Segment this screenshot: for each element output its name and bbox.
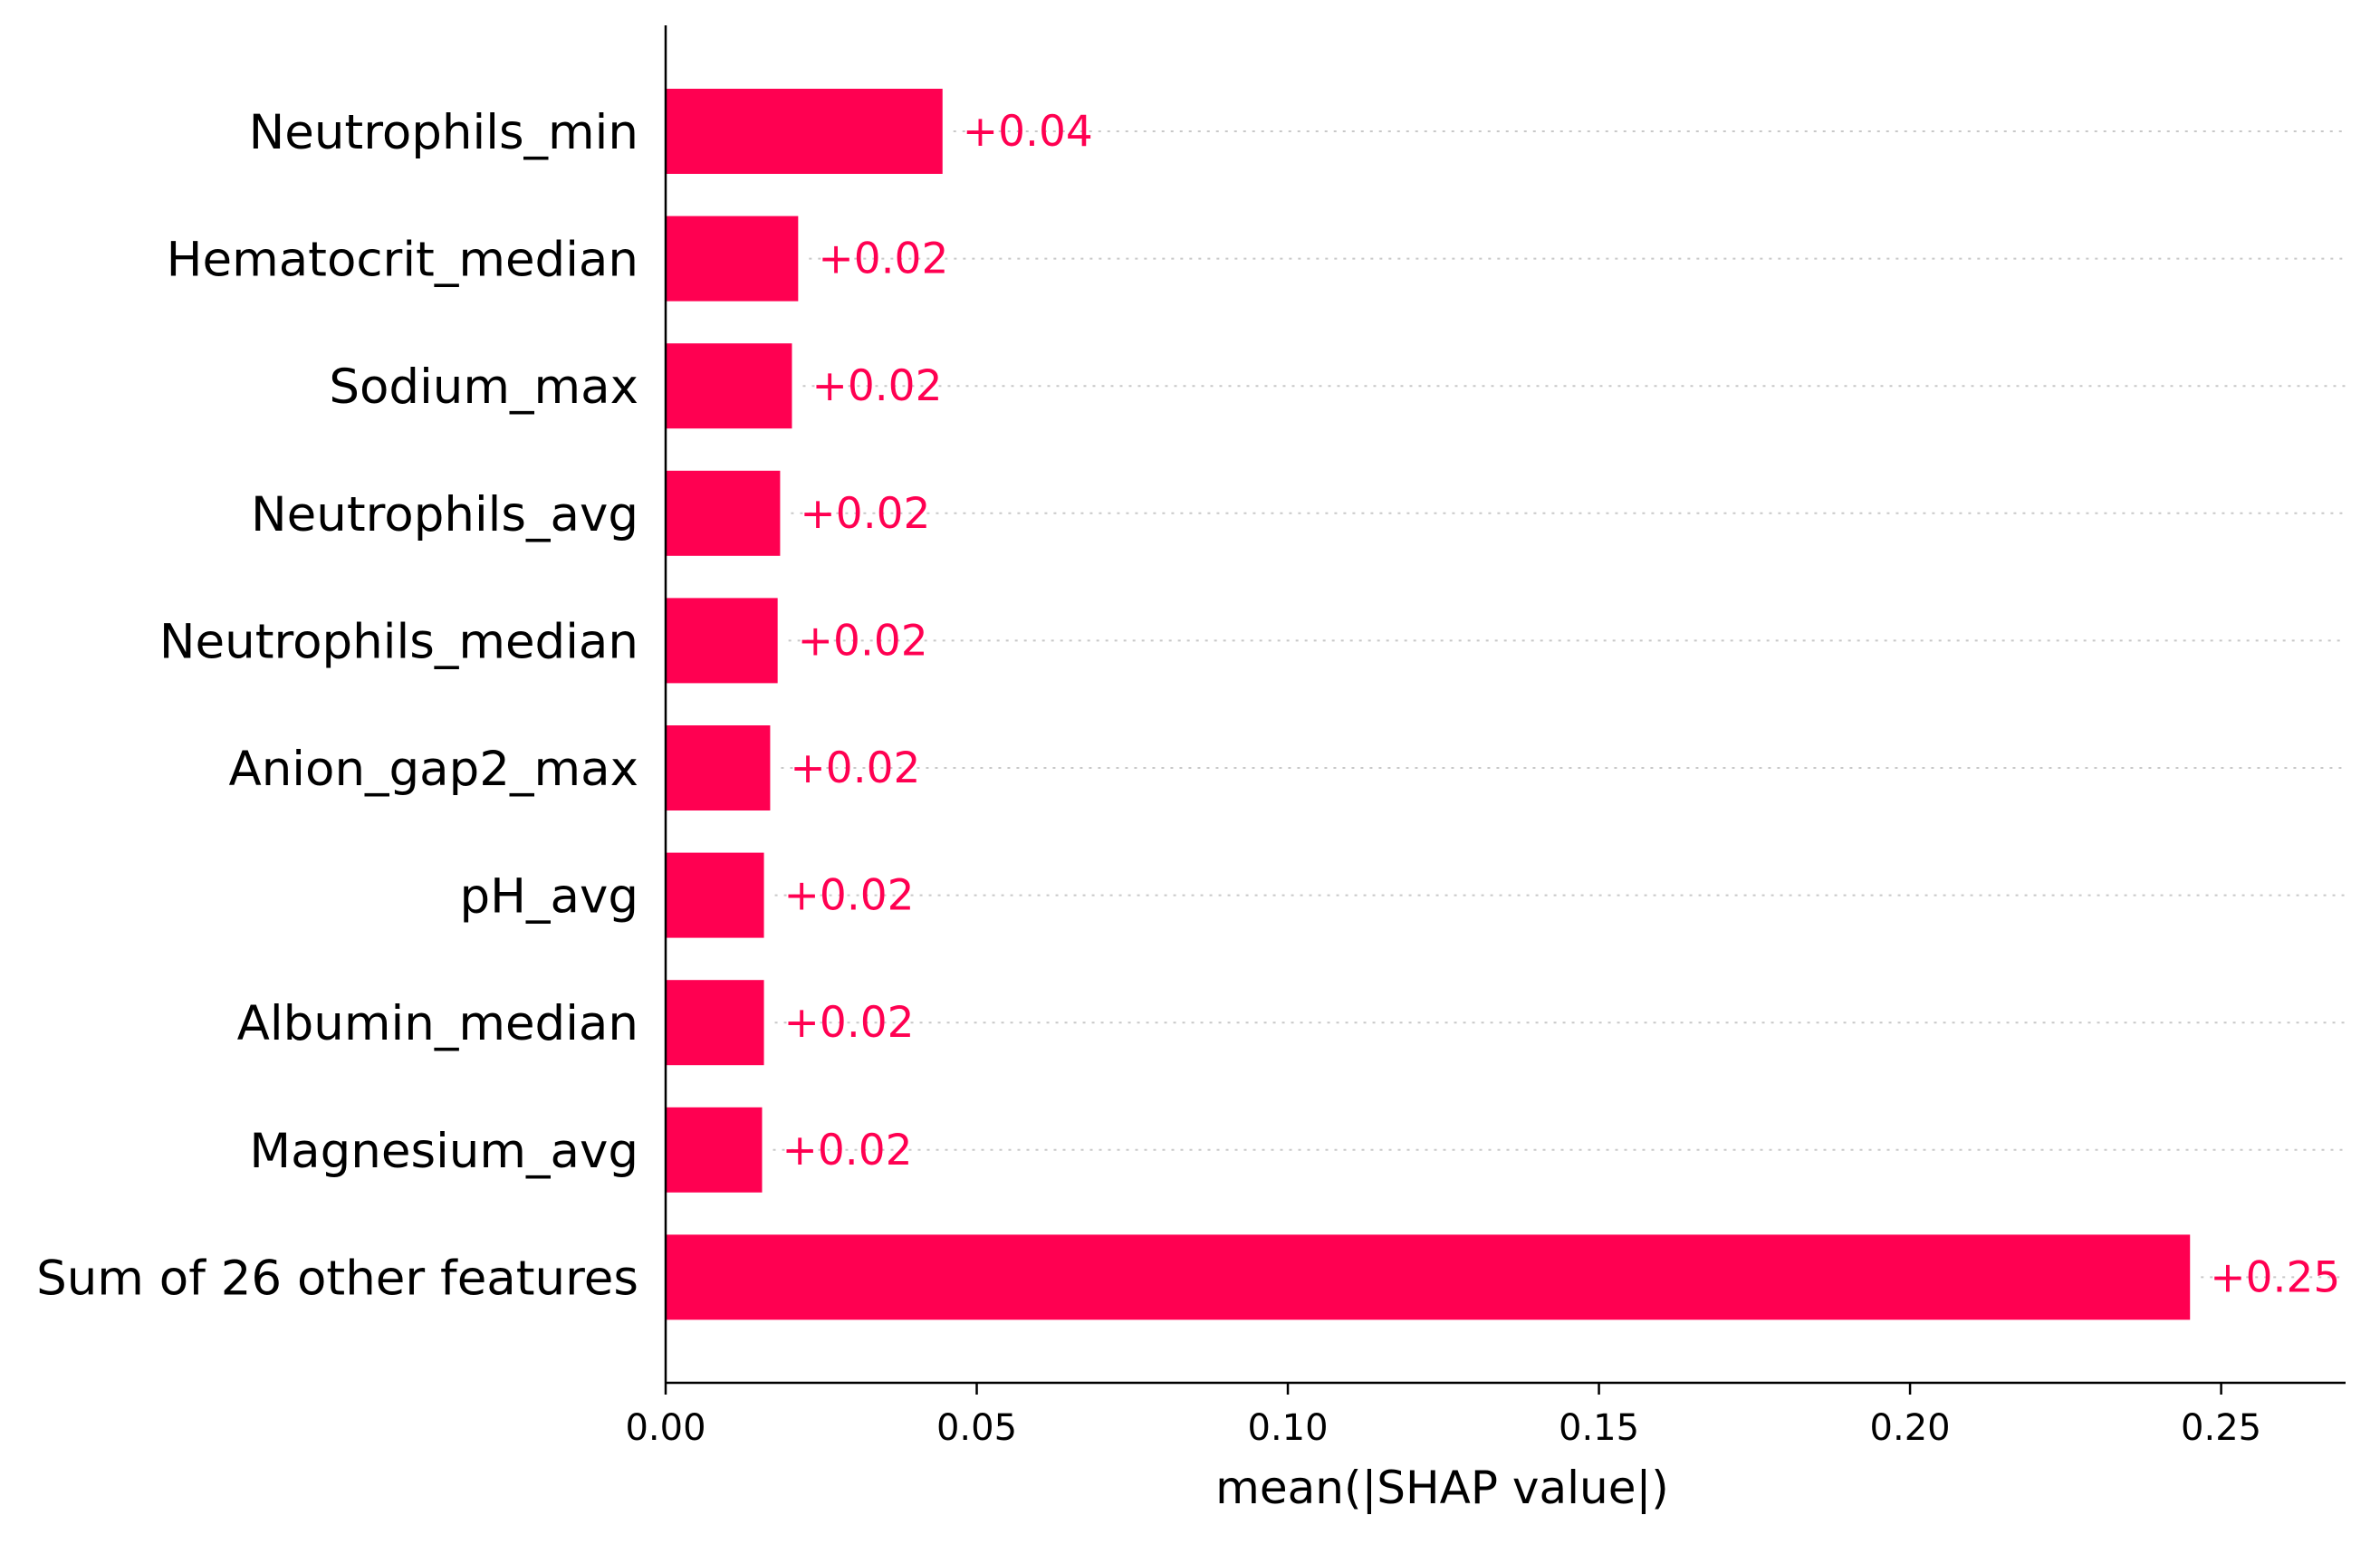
- bar: [666, 470, 781, 556]
- feature-label: Neutrophils_avg: [251, 487, 638, 542]
- bar: [666, 343, 792, 429]
- value-label: +0.02: [784, 998, 915, 1048]
- x-tick-label: 0.00: [625, 1407, 705, 1449]
- feature-label: Neutrophils_median: [159, 614, 638, 669]
- value-label: +0.02: [800, 489, 930, 539]
- bar: [666, 1234, 2191, 1320]
- value-label: +0.25: [2210, 1252, 2340, 1302]
- x-tick-label: 0.10: [1248, 1407, 1329, 1449]
- bar: [666, 852, 764, 938]
- value-label: +0.02: [782, 1126, 912, 1175]
- feature-label: Magnesium_avg: [249, 1124, 638, 1179]
- value-label: +0.02: [784, 871, 915, 921]
- x-tick-label: 0.25: [2181, 1407, 2261, 1449]
- value-label: +0.02: [818, 235, 948, 284]
- bar: [666, 89, 943, 174]
- feature-label: Albumin_median: [237, 996, 638, 1051]
- axis-layer: [664, 25, 2346, 1385]
- x-tick-label: 0.20: [1870, 1407, 1951, 1449]
- x-tick-label: 0.15: [1559, 1407, 1639, 1449]
- x-tick-label: 0.05: [936, 1407, 1017, 1449]
- value-label: +0.02: [798, 616, 928, 666]
- label-layer: Neutrophils_min +0.04 Hematocrit_median +0.…: [36, 105, 2340, 1449]
- feature-label: Hematocrit_median: [167, 233, 638, 288]
- value-label: +0.04: [963, 107, 1093, 157]
- bar: [666, 1107, 763, 1193]
- grid-layer: [773, 130, 2346, 1279]
- feature-label: pH_avg: [460, 869, 638, 925]
- feature-label: Sum of 26 other features: [36, 1251, 638, 1306]
- bar: [666, 980, 764, 1066]
- x-axis-title: mean(|SHAP value|): [1215, 1462, 1669, 1514]
- bar: [666, 725, 771, 810]
- value-label: +0.02: [811, 361, 942, 411]
- bar-layer: [666, 89, 2191, 1320]
- feature-label: Sodium_max: [329, 360, 638, 415]
- feature-label: Anion_gap2_max: [228, 742, 638, 797]
- feature-label: Neutrophils_min: [249, 105, 638, 160]
- bar: [666, 598, 778, 684]
- bar: [666, 216, 799, 302]
- value-label: +0.02: [790, 743, 920, 793]
